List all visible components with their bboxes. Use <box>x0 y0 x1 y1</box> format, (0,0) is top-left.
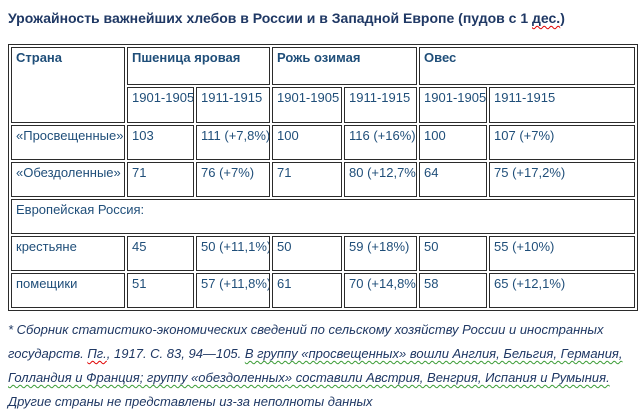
period-header-cell: 1911-1915 <box>489 87 636 123</box>
value-cell: 71 <box>272 162 343 197</box>
group-header-spring-wheat: Пшеница яровая <box>127 47 271 85</box>
value-cell: 107 (+7%) <box>489 125 636 160</box>
table-row-landowners: помещики 51 57 (+11,8%) 61 70 (+14,8%) 5… <box>11 273 636 308</box>
value-cell: 76 (+7%) <box>196 162 271 197</box>
title-misspelled-word: дес. <box>532 10 561 26</box>
table-row-peasants: крестьяне 45 50 (+11,1%) 50 59 (+18%) 50… <box>11 236 636 271</box>
value-cell: 103 <box>127 125 194 160</box>
row-label: «Обездоленные» <box>11 162 125 197</box>
period-header-cell: 1911-1915 <box>196 87 271 123</box>
value-cell: 65 (+12,1%) <box>489 273 636 308</box>
value-cell: 51 <box>127 273 194 308</box>
value-cell: 50 <box>272 236 343 271</box>
source-footnote: * Сборник статистико-экономических сведе… <box>8 318 636 414</box>
row-label: помещики <box>11 273 125 308</box>
corner-header-country: Страна <box>11 47 125 123</box>
value-cell: 57 (+11,8%) <box>196 273 271 308</box>
value-cell: 50 <box>419 236 488 271</box>
value-cell: 50 (+11,1%) <box>196 236 271 271</box>
header-row-periods: 1901-1905 1911-1915 1901-1905 1911-1915 … <box>11 87 636 123</box>
section-row-european-russia: Европейская Россия: <box>11 199 636 234</box>
footnote-text: Другие страны не представлены из-за непо… <box>8 394 373 409</box>
header-row-groups: Страна Пшеница яровая Рожь озимая Овес <box>11 47 636 123</box>
footnote-grammar-flagged-text: В группу «просвещенных» вошли Англия, Бе… <box>8 346 623 385</box>
value-cell: 71 <box>127 162 194 197</box>
value-cell: 111 (+7,8%) <box>196 125 271 160</box>
value-cell: 59 (+18%) <box>344 236 418 271</box>
title-text: Урожайность важнейших хлебов в России и … <box>8 10 533 26</box>
value-cell: 116 (+16%) <box>344 125 418 160</box>
value-cell: 58 <box>419 273 488 308</box>
group-header-oats: Овес <box>419 47 636 85</box>
section-label: Европейская Россия: <box>11 199 636 234</box>
value-cell: 64 <box>419 162 488 197</box>
row-label: «Просвещенные» <box>11 125 125 160</box>
footnote-text: , 1917. С. 83, 94—105. <box>106 346 245 361</box>
value-cell: 100 <box>419 125 488 160</box>
grain-yield-table: Страна Пшеница яровая Рожь озимая Овес 1… <box>8 44 639 311</box>
footnote-text: * Сборник статистико-экономических сведе… <box>8 322 604 361</box>
page-title: Урожайность важнейших хлебов в России и … <box>8 9 633 27</box>
period-header-cell: 1911-1915 <box>344 87 418 123</box>
value-cell: 45 <box>127 236 194 271</box>
table-row-deprived: «Обездоленные» 71 76 (+7%) 71 80 (+12,7%… <box>11 162 636 197</box>
group-header-winter-rye: Рожь озимая <box>272 47 418 85</box>
table-row-enlightened: «Просвещенные» 103 111 (+7,8%) 100 116 (… <box>11 125 636 160</box>
value-cell: 61 <box>272 273 343 308</box>
value-cell: 55 (+10%) <box>489 236 636 271</box>
period-header-cell: 1901-1905 <box>272 87 343 123</box>
title-text-end: ) <box>560 10 565 26</box>
value-cell: 80 (+12,7%) <box>344 162 418 197</box>
value-cell: 100 <box>272 125 343 160</box>
period-header-cell: 1901-1905 <box>127 87 194 123</box>
value-cell: 75 (+17,2%) <box>489 162 636 197</box>
footnote-misspelled-word: Пг. <box>87 346 107 361</box>
row-label: крестьяне <box>11 236 125 271</box>
period-header-cell: 1901-1905 <box>419 87 488 123</box>
value-cell: 70 (+14,8%) <box>344 273 418 308</box>
